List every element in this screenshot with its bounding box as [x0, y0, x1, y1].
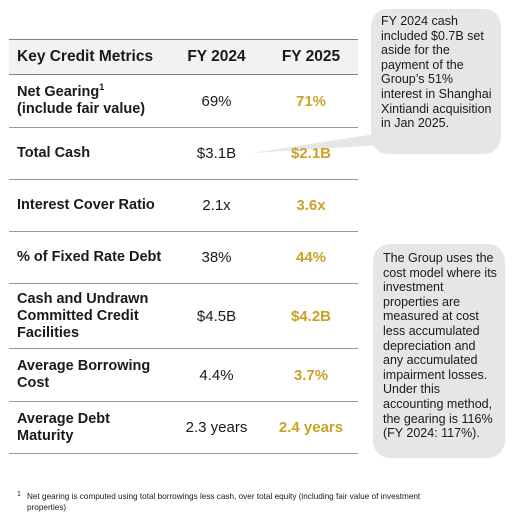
value-fy2025: 3.7% [264, 348, 358, 402]
credit-metrics-table: Key Credit Metrics FY 2024 FY 2025 Net G… [9, 39, 358, 454]
value-fy2024: 2.3 years [169, 401, 264, 454]
value-fy2024: 69% [169, 74, 264, 128]
table-row-cash-and-credit: Cash and Undrawn Committed Credit Facili… [9, 283, 358, 349]
gearing-method-callout: The Group uses the cost model where its … [373, 244, 505, 458]
value-fy2024: $3.1B [169, 127, 264, 180]
table-row-interest-cover: Interest Cover Ratio 2.1x 3.6x [9, 179, 358, 232]
value-fy2025: 2.4 years [264, 401, 358, 454]
row-label-net-gearing: Net Gearing1 (include fair value) [9, 74, 169, 128]
footnote-ref: 1 [99, 82, 105, 93]
value-fy2024: 38% [169, 231, 264, 284]
net-gearing-label: Net Gearing [17, 84, 100, 100]
table-row-borrowing-cost: Average Borrowing Cost 4.4% 3.7% [9, 348, 358, 402]
value-fy2024: 2.1x [169, 179, 264, 232]
table-row-debt-maturity: Average Debt Maturity 2.3 years 2.4 year… [9, 401, 358, 454]
row-label-interest-cover: Interest Cover Ratio [9, 179, 169, 232]
value-fy2024: $4.5B [169, 283, 264, 349]
row-label-cash-and-credit: Cash and Undrawn Committed Credit Facili… [9, 283, 169, 349]
footnote: 1 Net gearing is computed using total bo… [17, 491, 447, 513]
value-fy2025: $4.2B [264, 283, 358, 349]
header-fy2025: FY 2025 [264, 39, 358, 75]
header-key-credit-metrics: Key Credit Metrics [9, 39, 169, 75]
value-fy2024: 4.4% [169, 348, 264, 402]
net-gearing-note: (include fair value) [17, 101, 146, 117]
value-fy2025: 71% [264, 74, 358, 128]
row-label-fixed-rate-debt: % of Fixed Rate Debt [9, 231, 169, 284]
value-fy2025: $2.1B [264, 127, 358, 180]
table-row-fixed-rate-debt: % of Fixed Rate Debt 38% 44% [9, 231, 358, 284]
value-fy2025: 3.6x [264, 179, 358, 232]
table-header-row: Key Credit Metrics FY 2024 FY 2025 [9, 39, 358, 75]
footnote-text: Net gearing is computed using total borr… [27, 492, 421, 512]
total-cash-callout: FY 2024 cash included $0.7B set aside fo… [371, 9, 501, 154]
footnote-mark: 1 [17, 491, 21, 498]
row-label-total-cash: Total Cash [9, 127, 169, 180]
row-label-borrowing-cost: Average Borrowing Cost [9, 348, 169, 402]
table-row-total-cash: Total Cash $3.1B $2.1B [9, 127, 358, 180]
table-row-net-gearing: Net Gearing1 (include fair value) 69% 71… [9, 74, 358, 128]
row-label-debt-maturity: Average Debt Maturity [9, 401, 169, 454]
value-fy2025: 44% [264, 231, 358, 284]
header-fy2024: FY 2024 [169, 39, 264, 75]
